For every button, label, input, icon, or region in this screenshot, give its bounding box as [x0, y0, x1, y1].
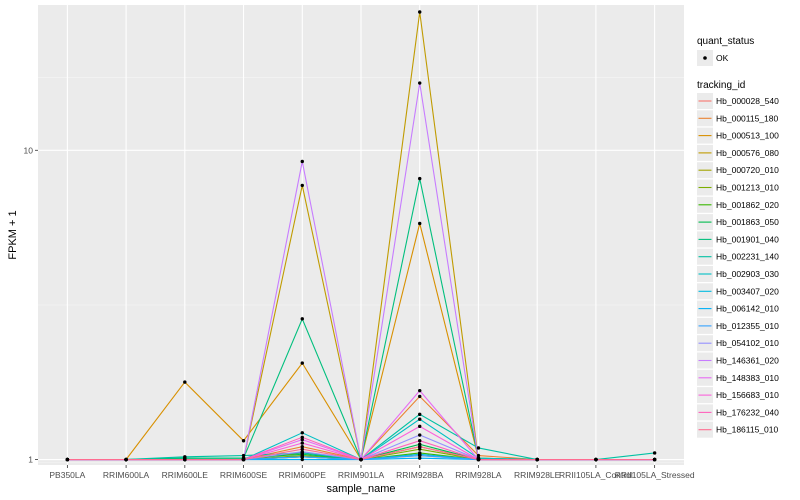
data-point-hb-001213-010 [418, 447, 422, 451]
legend-label-hb-006142-010: Hb_006142_010 [716, 304, 779, 314]
legend-label-hb-002231-140: Hb_002231_140 [716, 252, 779, 262]
data-point-hb-186115-010 [300, 447, 304, 451]
legend-label-hb-012355-010: Hb_012355_010 [716, 321, 779, 331]
data-point-hb-146361-020 [418, 81, 422, 85]
legend-label-hb-001863-050: Hb_001863_050 [716, 217, 779, 227]
data-point-hb-000513-100 [183, 380, 187, 384]
data-point-hb-002231-140 [652, 451, 657, 455]
data-point-hb-054102-010 [300, 449, 304, 454]
x-tick-label: RRIM928LE [514, 470, 561, 480]
data-point-hb-186115-010 [359, 457, 363, 462]
legend-label-hb-002903-030: Hb_002903_030 [716, 269, 779, 279]
data-point-hb-002231-140 [241, 453, 246, 458]
legend-label-hb-186115-010: Hb_186115_010 [716, 425, 779, 435]
data-point-hb-002903-030 [418, 417, 422, 421]
legend-label-ok: OK [716, 53, 729, 63]
legend-label-hb-146361-020: Hb_146361_020 [716, 356, 779, 366]
legend-label-hb-156683-010: Hb_156683_010 [716, 390, 779, 400]
x-tick-label: PB350LA [49, 470, 85, 480]
legend-label-hb-001862-020: Hb_001862_020 [716, 200, 779, 210]
data-point-hb-186115-010 [535, 457, 539, 462]
y-axis-title: FPKM + 1 [7, 210, 19, 259]
data-point-hb-176232-040 [418, 439, 422, 443]
grid-lines [38, 5, 684, 465]
data-point-hb-000576-080 [300, 183, 304, 188]
legend-label-hb-000576-080: Hb_000576_080 [716, 148, 779, 158]
data-point-hb-000115-180 [418, 394, 422, 399]
legend-label-hb-001901-040: Hb_001901_040 [716, 234, 779, 244]
legend-title-quant-status: quant_status [697, 36, 754, 47]
x-tick-label: RRIM600SE [220, 470, 268, 480]
y-tick-label: 1 [28, 455, 33, 465]
data-point-hb-012355-010 [418, 453, 422, 458]
data-point-hb-000513-100 [418, 221, 422, 226]
legend-point-ok [703, 56, 707, 60]
data-point-hb-001901-040 [300, 317, 304, 321]
x-tick-label: RRIM600LA [103, 470, 150, 480]
data-point-hb-186115-010 [65, 457, 70, 462]
data-point-hb-000513-100 [300, 361, 304, 365]
data-point-hb-186115-010 [124, 457, 128, 462]
data-point-hb-146361-020 [300, 159, 304, 164]
data-point-hb-001863-050 [418, 442, 422, 446]
data-point-hb-186115-010 [183, 457, 187, 462]
legend-label-hb-176232-040: Hb_176232_040 [716, 407, 779, 417]
data-point-hb-001901-040 [418, 176, 422, 181]
x-tick-label: RRII105LA_Stressed [615, 470, 695, 480]
data-point-hb-012355-010 [300, 455, 304, 459]
legend: quant_status OK tracking_id Hb_000028_54… [697, 36, 779, 438]
data-point-hb-000115-180 [476, 453, 481, 458]
data-point-hb-000115-180 [300, 445, 304, 449]
legend-label-hb-000720-010: Hb_000720_010 [716, 165, 779, 175]
data-point-hb-002231-140 [418, 412, 422, 417]
y-tick-label: 10 [24, 145, 34, 155]
data-points [65, 10, 657, 462]
data-point-hb-000513-100 [241, 439, 246, 443]
x-tick-label: RRIM928BA [396, 470, 444, 480]
legend-title-tracking-id: tracking_id [697, 80, 745, 91]
data-point-hb-054102-010 [418, 433, 422, 437]
data-point-hb-186115-010 [652, 457, 657, 462]
legend-label-hb-000513-100: Hb_000513_100 [716, 131, 779, 141]
axes: 1 10 PB350LA RRIM600LA RRIM600LE RRIM600SE RRI… [24, 145, 695, 480]
data-point-hb-186115-010 [594, 457, 598, 462]
legend-label-hb-003407-020: Hb_003407_020 [716, 286, 779, 296]
data-point-hb-148383-010 [418, 388, 422, 393]
data-point-hb-002231-140 [183, 455, 187, 459]
data-point-hb-002903-030 [300, 431, 304, 435]
data-point-hb-002231-140 [476, 446, 481, 450]
x-tick-label: RRIM600LE [162, 470, 209, 480]
data-point-hb-156683-010 [300, 441, 304, 445]
x-tick-label: RRIM901LA [338, 470, 385, 480]
x-tick-label: RRIM928LA [455, 470, 502, 480]
x-tick-label: RRII105LA_Control [559, 470, 633, 480]
data-point-hb-006142-010 [418, 456, 422, 460]
legend-label-hb-054102-010: Hb_054102_010 [716, 338, 779, 348]
data-point-hb-006142-010 [300, 457, 304, 462]
data-point-hb-186115-010 [418, 445, 422, 449]
x-axis-title: sample_name [326, 483, 395, 495]
legend-items-tracking-id: Hb_000028_540 Hb_000115_180 Hb_000513_100 H… [697, 93, 779, 438]
x-tick-label: RRIM600PE [279, 470, 327, 480]
data-point-hb-000576-080 [418, 10, 422, 14]
data-point-hb-186115-010 [241, 457, 246, 462]
data-point-hb-186115-010 [476, 457, 481, 462]
legend-label-hb-001213-010: Hb_001213_010 [716, 183, 779, 193]
legend-label-hb-000028-540: Hb_000028_540 [716, 96, 779, 106]
data-point-hb-176232-040 [300, 435, 304, 439]
legend-label-hb-148383-010: Hb_148383_010 [716, 373, 779, 383]
data-point-hb-156683-010 [418, 424, 422, 429]
legend-label-hb-000115-180: Hb_000115_180 [716, 113, 779, 123]
